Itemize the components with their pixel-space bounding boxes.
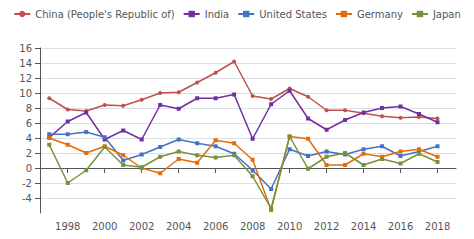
svg-text:2: 2 <box>26 148 32 159</box>
svg-text:2012: 2012 <box>314 221 339 232</box>
svg-text:China (People's Republic of): China (People's Republic of) <box>35 9 175 20</box>
svg-text:2000: 2000 <box>92 221 117 232</box>
svg-text:2014: 2014 <box>351 221 376 232</box>
svg-text:6: 6 <box>26 118 32 129</box>
svg-text:Japan: Japan <box>432 9 461 20</box>
svg-text:-4: -4 <box>22 193 32 204</box>
svg-text:2006: 2006 <box>203 221 228 232</box>
svg-text:2018: 2018 <box>425 221 450 232</box>
svg-text:2010: 2010 <box>277 221 302 232</box>
svg-text:10: 10 <box>19 88 32 99</box>
svg-text:2016: 2016 <box>388 221 413 232</box>
svg-text:2002: 2002 <box>129 221 154 232</box>
svg-text:8: 8 <box>26 103 32 114</box>
svg-text:4: 4 <box>26 133 32 144</box>
svg-text:12: 12 <box>19 73 32 84</box>
svg-text:1998: 1998 <box>55 221 80 232</box>
svg-text:India: India <box>205 9 230 20</box>
svg-text:0: 0 <box>26 163 32 174</box>
svg-text:Germany: Germany <box>357 9 403 20</box>
svg-text:2004: 2004 <box>166 221 191 232</box>
svg-text:16: 16 <box>19 43 32 54</box>
svg-text:-2: -2 <box>22 178 32 189</box>
svg-text:2008: 2008 <box>240 221 265 232</box>
svg-text:14: 14 <box>19 58 32 69</box>
svg-text:United States: United States <box>259 9 327 20</box>
